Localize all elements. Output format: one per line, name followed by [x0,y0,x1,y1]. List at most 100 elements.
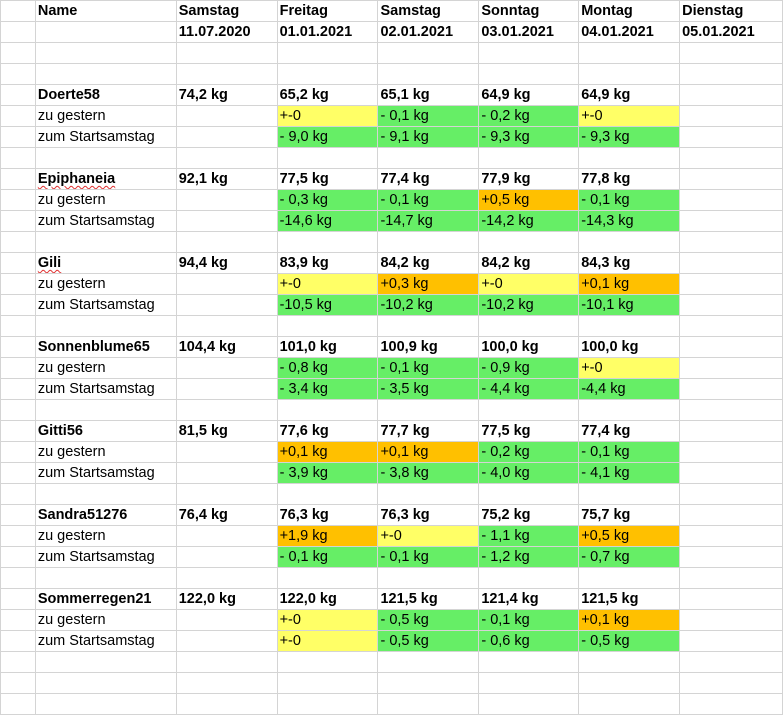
cell[interactable] [578,42,681,64]
header-day[interactable]: Dienstag [679,0,783,22]
cell[interactable] [0,147,36,169]
cell[interactable] [0,567,36,589]
cell[interactable] [578,672,681,694]
diff-yesterday-cell[interactable]: - 0,1 kg [377,105,480,127]
cell[interactable] [175,273,278,295]
weight-cell[interactable]: 122,0 kg [276,588,379,610]
diff-start-cell[interactable]: - 3,9 kg [276,462,379,484]
header-day[interactable]: Freitag [276,0,379,22]
header-date[interactable]: 11.07.2020 [175,21,278,43]
weight-cell[interactable]: 121,5 kg [578,588,681,610]
cell[interactable] [0,105,36,127]
cell[interactable] [0,210,36,232]
cell[interactable] [578,147,681,169]
weight-cell[interactable]: 64,9 kg [578,84,681,106]
cell[interactable] [679,546,783,568]
row-label[interactable]: zum Startsamstag [34,126,177,148]
diff-yesterday-cell[interactable]: - 0,2 kg [478,441,580,463]
cell[interactable] [578,231,681,253]
cell[interactable] [175,378,278,400]
cell[interactable] [0,546,36,568]
cell[interactable] [377,672,480,694]
weight-cell[interactable]: 84,3 kg [578,252,681,274]
header-day[interactable]: Sonntag [478,0,580,22]
diff-start-cell[interactable]: - 1,2 kg [478,546,580,568]
cell[interactable] [276,63,379,85]
cell[interactable] [478,147,580,169]
header-name[interactable]: Name [34,0,177,22]
cell[interactable] [0,336,36,358]
diff-start-cell[interactable]: - 9,3 kg [478,126,580,148]
cell[interactable] [0,42,36,64]
cell[interactable] [175,399,278,421]
header-day[interactable]: Samstag [175,0,278,22]
cell[interactable] [679,315,783,337]
cell[interactable] [478,651,580,673]
cell[interactable] [0,399,36,421]
cell[interactable] [679,273,783,295]
cell[interactable] [578,63,681,85]
cell[interactable] [679,84,783,106]
diff-yesterday-cell[interactable]: +-0 [478,273,580,295]
cell[interactable] [0,273,36,295]
cell[interactable] [377,147,480,169]
weight-cell[interactable]: 94,4 kg [175,252,278,274]
cell[interactable] [276,483,379,505]
diff-start-cell[interactable]: - 0,5 kg [377,630,480,652]
cell[interactable] [34,315,177,337]
diff-start-cell[interactable]: - 4,4 kg [478,378,580,400]
weight-cell[interactable]: 77,5 kg [478,420,580,442]
cell[interactable] [0,462,36,484]
diff-yesterday-cell[interactable]: - 0,1 kg [377,357,480,379]
cell[interactable] [679,210,783,232]
cell[interactable] [0,126,36,148]
diff-yesterday-cell[interactable]: - 0,5 kg [377,609,480,631]
cell[interactable] [0,483,36,505]
weight-cell[interactable]: 76,3 kg [377,504,480,526]
weight-cell[interactable]: 74,2 kg [175,84,278,106]
cell[interactable] [679,357,783,379]
diff-yesterday-cell[interactable]: +0,1 kg [578,609,681,631]
cell[interactable] [679,483,783,505]
diff-yesterday-cell[interactable]: +0,1 kg [578,273,681,295]
header-date[interactable]: 03.01.2021 [478,21,580,43]
diff-yesterday-cell[interactable]: +0,5 kg [578,525,681,547]
cell[interactable] [0,63,36,85]
cell[interactable] [175,525,278,547]
cell[interactable] [0,378,36,400]
cell[interactable] [377,42,480,64]
cell[interactable] [578,693,681,715]
cell[interactable] [276,399,379,421]
row-label[interactable]: zu gestern [34,525,177,547]
cell[interactable] [679,294,783,316]
diff-start-cell[interactable]: -10,5 kg [276,294,379,316]
cell[interactable] [578,567,681,589]
cell[interactable] [175,693,278,715]
cell[interactable] [377,693,480,715]
row-label[interactable]: zum Startsamstag [34,462,177,484]
cell[interactable] [679,504,783,526]
cell[interactable] [679,147,783,169]
diff-start-cell[interactable]: - 0,7 kg [578,546,681,568]
cell[interactable] [175,441,278,463]
cell[interactable] [0,504,36,526]
weight-cell[interactable]: 83,9 kg [276,252,379,274]
cell[interactable] [175,63,278,85]
diff-start-cell[interactable]: - 3,8 kg [377,462,480,484]
diff-yesterday-cell[interactable]: +-0 [276,105,379,127]
weight-cell[interactable]: 121,4 kg [478,588,580,610]
diff-yesterday-cell[interactable]: - 0,3 kg [276,189,379,211]
weight-cell[interactable]: 76,3 kg [276,504,379,526]
diff-yesterday-cell[interactable]: - 0,8 kg [276,357,379,379]
diff-yesterday-cell[interactable]: +0,1 kg [276,441,379,463]
cell[interactable] [679,378,783,400]
cell[interactable] [276,231,379,253]
weight-cell[interactable]: 65,2 kg [276,84,379,106]
diff-start-cell[interactable]: - 0,1 kg [377,546,480,568]
diff-yesterday-cell[interactable]: +-0 [578,357,681,379]
cell[interactable] [679,336,783,358]
weight-cell[interactable]: 64,9 kg [478,84,580,106]
diff-yesterday-cell[interactable]: +0,3 kg [377,273,480,295]
diff-start-cell[interactable]: -10,2 kg [377,294,480,316]
cell[interactable] [175,567,278,589]
